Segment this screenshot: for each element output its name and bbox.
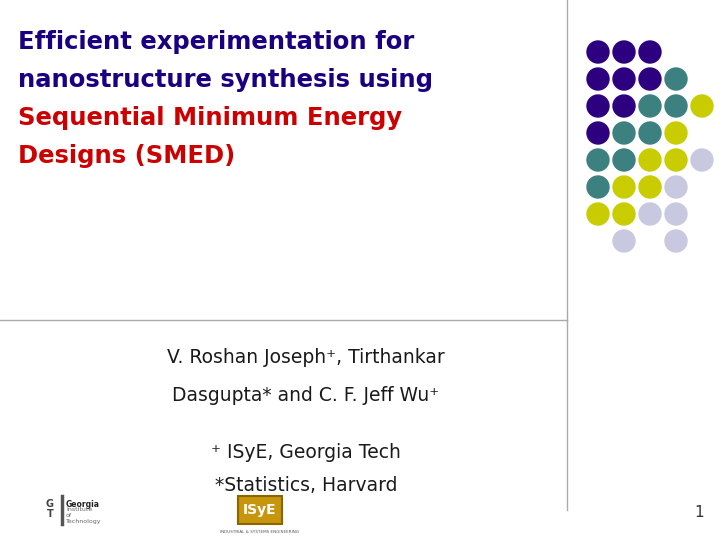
Circle shape [587,41,609,63]
Circle shape [613,230,635,252]
Circle shape [639,122,661,144]
Circle shape [639,176,661,198]
Circle shape [691,149,713,171]
Circle shape [665,230,687,252]
Circle shape [613,176,635,198]
Text: G: G [46,499,54,509]
Circle shape [665,203,687,225]
Circle shape [613,68,635,90]
Circle shape [613,95,635,117]
Circle shape [587,176,609,198]
Circle shape [665,95,687,117]
Circle shape [639,149,661,171]
Circle shape [665,122,687,144]
Circle shape [639,68,661,90]
Circle shape [587,68,609,90]
Circle shape [665,149,687,171]
Text: Designs (SMED): Designs (SMED) [18,144,235,168]
Text: V. Roshan Joseph⁺, Tirthankar: V. Roshan Joseph⁺, Tirthankar [167,348,445,367]
Text: Dasgupta* and C. F. Jeff Wu⁺: Dasgupta* and C. F. Jeff Wu⁺ [172,386,440,404]
Circle shape [665,68,687,90]
Circle shape [587,122,609,144]
Text: ISyE: ISyE [243,503,276,517]
Circle shape [613,41,635,63]
Text: *Statistics, Harvard: *Statistics, Harvard [215,476,397,495]
Circle shape [639,95,661,117]
Circle shape [613,122,635,144]
Text: Sequential Minimum Energy: Sequential Minimum Energy [18,106,402,130]
Text: Institute: Institute [66,507,92,512]
Text: 1: 1 [694,505,704,520]
Circle shape [587,95,609,117]
Text: Georgia: Georgia [66,500,100,509]
Text: Technology: Technology [66,519,102,524]
Circle shape [587,203,609,225]
Circle shape [639,203,661,225]
Text: Efficient experimentation for: Efficient experimentation for [18,30,414,54]
Circle shape [691,95,713,117]
Circle shape [639,41,661,63]
Circle shape [613,149,635,171]
FancyBboxPatch shape [238,496,282,524]
Circle shape [587,149,609,171]
Circle shape [665,176,687,198]
Text: nanostructure synthesis using: nanostructure synthesis using [18,68,433,92]
Text: ⁺ ISyE, Georgia Tech: ⁺ ISyE, Georgia Tech [211,443,401,462]
Text: of: of [66,513,72,518]
Text: INDUSTRIAL & SYSTEMS ENGINEERING: INDUSTRIAL & SYSTEMS ENGINEERING [220,530,300,534]
Text: T: T [47,509,53,519]
Circle shape [613,203,635,225]
